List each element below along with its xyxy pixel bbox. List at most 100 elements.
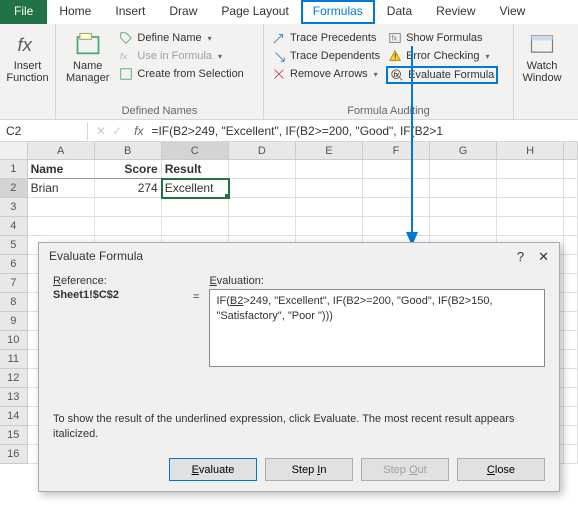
cell-12[interactable] (564, 369, 578, 388)
cell-8[interactable] (564, 293, 578, 312)
cell-E1[interactable] (296, 160, 363, 179)
cell-H1[interactable] (497, 160, 564, 179)
cell-E4[interactable] (296, 217, 363, 236)
close-icon[interactable]: ✕ (538, 249, 549, 265)
cell-H2[interactable] (497, 179, 564, 198)
cell-5[interactable] (564, 236, 578, 255)
remove-arrows-button[interactable]: Remove Arrows▾ (270, 66, 382, 82)
cell-B3[interactable] (95, 198, 162, 217)
row-header-3[interactable]: 3 (0, 198, 28, 217)
tab-review[interactable]: Review (424, 0, 487, 24)
create-from-selection-button[interactable]: Create from Selection (117, 66, 245, 82)
cell-D3[interactable] (229, 198, 296, 217)
col-header-E[interactable]: E (296, 142, 363, 160)
help-icon[interactable]: ? (517, 249, 524, 265)
cell-F4[interactable] (363, 217, 430, 236)
col-header-A[interactable]: A (28, 142, 95, 160)
cell-D1[interactable] (229, 160, 296, 179)
cell-E2[interactable] (296, 179, 363, 198)
cell-G3[interactable] (430, 198, 497, 217)
trace-dependents-button[interactable]: Trace Dependents (270, 48, 382, 64)
cell-B2[interactable]: 274 (95, 179, 162, 198)
col-header-B[interactable]: B (95, 142, 162, 160)
cell-15[interactable] (564, 426, 578, 445)
cell-4[interactable] (564, 217, 578, 236)
col-header-H[interactable]: H (497, 142, 564, 160)
name-box[interactable]: C2 (0, 122, 88, 140)
cell-A3[interactable] (28, 198, 95, 217)
row-header-13[interactable]: 13 (0, 388, 28, 407)
use-in-formula-button[interactable]: fxUse in Formula▾ (117, 48, 245, 64)
cell-9[interactable] (564, 312, 578, 331)
watch-window-button[interactable]: Watch Window (520, 28, 564, 86)
tab-home[interactable]: Home (47, 0, 103, 24)
cell-B4[interactable] (95, 217, 162, 236)
row-header-2[interactable]: 2 (0, 179, 28, 198)
cell-C1[interactable]: Result (162, 160, 229, 179)
row-header-14[interactable]: 14 (0, 407, 28, 426)
tab-data[interactable]: Data (375, 0, 424, 24)
close-button[interactable]: Close (457, 458, 545, 481)
cell-2[interactable] (564, 179, 578, 198)
name-manager-button[interactable]: Name Manager (62, 28, 113, 103)
row-header-5[interactable]: 5 (0, 236, 28, 255)
error-checking-button[interactable]: !Error Checking▾ (386, 48, 498, 64)
col-header-[interactable] (564, 142, 578, 160)
insert-function-button[interactable]: fx Insert Function (6, 28, 49, 86)
show-formulas-button[interactable]: fxShow Formulas (386, 30, 498, 46)
cell-D4[interactable] (229, 217, 296, 236)
row-header-11[interactable]: 11 (0, 350, 28, 369)
cell-C4[interactable] (162, 217, 229, 236)
define-name-button[interactable]: Define Name▾ (117, 30, 245, 46)
cell-3[interactable] (564, 198, 578, 217)
row-header-15[interactable]: 15 (0, 426, 28, 445)
formula-bar[interactable]: =IF(B2>249, "Excellent", IF(B2>=200, "Go… (147, 122, 578, 140)
cell-F1[interactable] (363, 160, 430, 179)
cell-F3[interactable] (363, 198, 430, 217)
cell-14[interactable] (564, 407, 578, 426)
trace-precedents-button[interactable]: Trace Precedents (270, 30, 382, 46)
row-header-12[interactable]: 12 (0, 369, 28, 388)
tab-pagelayout[interactable]: Page Layout (209, 0, 300, 24)
tab-draw[interactable]: Draw (157, 0, 209, 24)
tab-file[interactable]: File (0, 0, 47, 24)
cell-F2[interactable] (363, 179, 430, 198)
evaluate-button[interactable]: Evaluate (169, 458, 257, 481)
select-all-corner[interactable] (0, 142, 28, 160)
cell-C3[interactable] (162, 198, 229, 217)
fx-icon[interactable]: fx (130, 124, 147, 138)
evaluate-formula-button[interactable]: fxEvaluate Formula (386, 66, 498, 84)
row-header-10[interactable]: 10 (0, 331, 28, 350)
row-header-16[interactable]: 16 (0, 445, 28, 464)
cell-7[interactable] (564, 274, 578, 293)
row-header-6[interactable]: 6 (0, 255, 28, 274)
cell-16[interactable] (564, 445, 578, 464)
tab-formulas[interactable]: Formulas (301, 0, 375, 24)
row-header-8[interactable]: 8 (0, 293, 28, 312)
cell-A2[interactable]: Brian (28, 179, 95, 198)
cell-A1[interactable]: Name (28, 160, 95, 179)
cell-10[interactable] (564, 331, 578, 350)
cell-13[interactable] (564, 388, 578, 407)
cell-H3[interactable] (497, 198, 564, 217)
col-header-C[interactable]: C (162, 142, 229, 160)
cell-B1[interactable]: Score (95, 160, 162, 179)
row-header-7[interactable]: 7 (0, 274, 28, 293)
cell-E3[interactable] (296, 198, 363, 217)
cell-C2[interactable]: Excellent (162, 179, 229, 198)
row-header-1[interactable]: 1 (0, 160, 28, 179)
cell-G1[interactable] (430, 160, 497, 179)
cell-1[interactable] (564, 160, 578, 179)
cell-G4[interactable] (430, 217, 497, 236)
cell-A4[interactable] (28, 217, 95, 236)
step-in-button[interactable]: Step In (265, 458, 353, 481)
row-header-9[interactable]: 9 (0, 312, 28, 331)
cell-G2[interactable] (430, 179, 497, 198)
col-header-F[interactable]: F (363, 142, 430, 160)
tab-insert[interactable]: Insert (103, 0, 157, 24)
cell-H4[interactable] (497, 217, 564, 236)
row-header-4[interactable]: 4 (0, 217, 28, 236)
col-header-G[interactable]: G (430, 142, 497, 160)
cell-11[interactable] (564, 350, 578, 369)
cell-6[interactable] (564, 255, 578, 274)
